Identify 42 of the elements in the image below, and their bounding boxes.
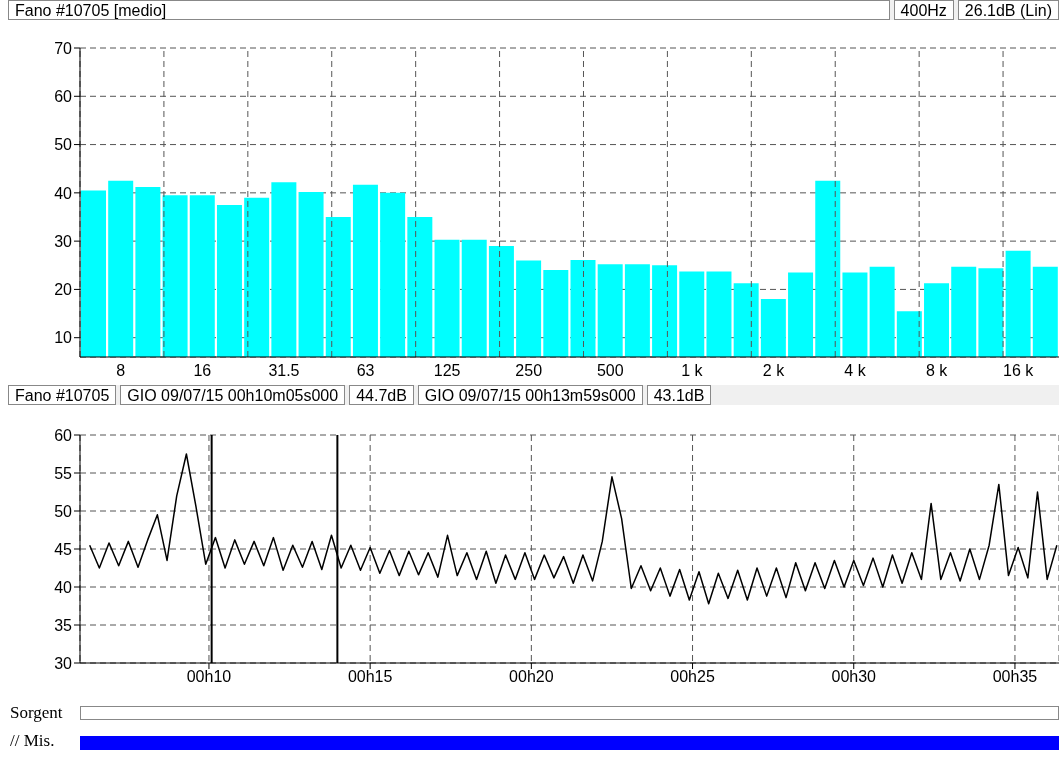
x-tick-label: 250 [515,362,543,380]
y-tick-label: 40 [54,184,73,202]
y-tick-label: 50 [54,136,73,154]
y-tick-label: 40 [54,578,73,596]
x-tick-label: 125 [433,362,461,380]
y-tick-label: 45 [54,540,73,558]
y-tick-label: 20 [54,281,73,299]
y-tick-label: 50 [54,502,73,520]
text: 26.1dB (Lin) [957,0,1059,20]
x-tick-label: 00h35 [992,668,1038,686]
x-tick-label: 2 k [762,362,786,380]
y-tick-label: 30 [54,232,73,250]
x-tick-label: 00h20 [509,668,554,686]
x-tick-label: 16 k [1003,362,1035,380]
chart-title: Fano #10705 [8,385,117,405]
x-tick-label: 00h15 [347,668,393,686]
y-tick-label: 70 [54,39,73,57]
y-tick-label: 35 [54,616,73,634]
text: GIO 09/07/15 00h10m05s000 [120,385,346,405]
y-tick-label: 30 [54,654,73,672]
y-tick-label: 55 [54,464,73,482]
text: GIO 09/07/15 00h13m59s000 [417,385,643,405]
text: Sorgent [10,703,64,723]
x-tick-label: 00h10 [186,668,232,686]
x-tick-label: 500 [596,362,624,380]
text: 43.1dB [646,385,712,405]
text: 44.7dB [349,385,414,405]
y-tick-label: 60 [54,87,73,105]
x-tick-label: 31.5 [268,362,300,380]
x-tick-label: 63 [356,362,375,380]
x-tick-label: 16 [193,362,212,380]
text: 400Hz [893,0,954,20]
y-tick-label: 10 [54,329,73,347]
y-tick-label: 60 [54,426,73,444]
x-tick-label: 00h25 [670,668,715,686]
x-tick-label: 00h30 [831,668,877,686]
x-tick-label: 4 k [844,362,867,380]
x-tick-label: 1 k [681,362,704,380]
text: // Mis. [10,731,56,751]
x-tick-label: 8 k [925,362,949,380]
x-tick-label: 8 [116,362,126,380]
chart-title: Fano #10705 [medio] [8,0,890,20]
